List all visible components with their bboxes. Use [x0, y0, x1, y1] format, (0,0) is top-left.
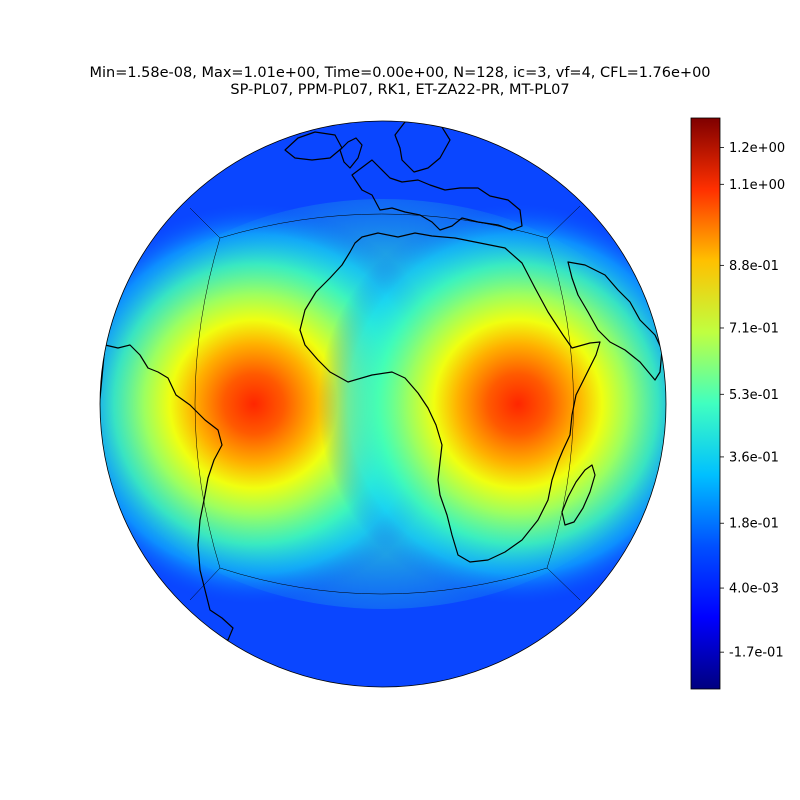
coastlines — [100, 121, 663, 641]
colorbar-tick-label: 4.0e-03 — [729, 582, 779, 597]
madagascar-coastline — [561, 464, 596, 526]
colorbar-tick-label: 1.2e+00 — [729, 141, 785, 156]
colorbar-tick-label: 5.3e-01 — [729, 388, 779, 403]
colorbar-tick-label: 3.6e-01 — [729, 450, 779, 465]
plot-title-line-2: SP-PL07, PPM-PL07, RK1, ET-ZA22-PR, MT-P… — [230, 82, 570, 98]
colorbar-ticks: 1.2e+00 1.1e+00 8.8e-01 7.1e-01 5.3e-01 3.6e-… — [720, 141, 785, 661]
south-america-coastline — [100, 344, 234, 641]
colorbar-tick-label: -1.7e-01 — [729, 646, 784, 661]
british-isles-coastline — [339, 137, 363, 169]
greenland-coastline — [284, 131, 343, 161]
colorbar-tick-label: 1.1e+00 — [729, 178, 785, 193]
arabia-coastline — [567, 261, 663, 381]
scalar-field — [100, 121, 666, 687]
colorbar-tick-label: 8.8e-01 — [729, 259, 779, 274]
scandinavia-coastline — [394, 121, 451, 173]
plot-title-line-1: Min=1.58e-08, Max=1.01e+00, Time=0.00e+0… — [89, 65, 711, 81]
globe-outline — [99, 120, 667, 688]
colorbar: 1.2e+00 1.1e+00 8.8e-01 7.1e-01 5.3e-01 3.6e-… — [690, 117, 785, 690]
colorbar-gradient — [690, 117, 721, 690]
europe-coastline — [351, 159, 523, 231]
africa-coastline — [299, 232, 601, 563]
colorbar-tick-label: 1.8e-01 — [729, 517, 779, 532]
grid-edges — [189, 205, 581, 601]
east-hotspot — [318, 204, 666, 604]
colorbar-tick-label: 7.1e-01 — [729, 321, 779, 336]
